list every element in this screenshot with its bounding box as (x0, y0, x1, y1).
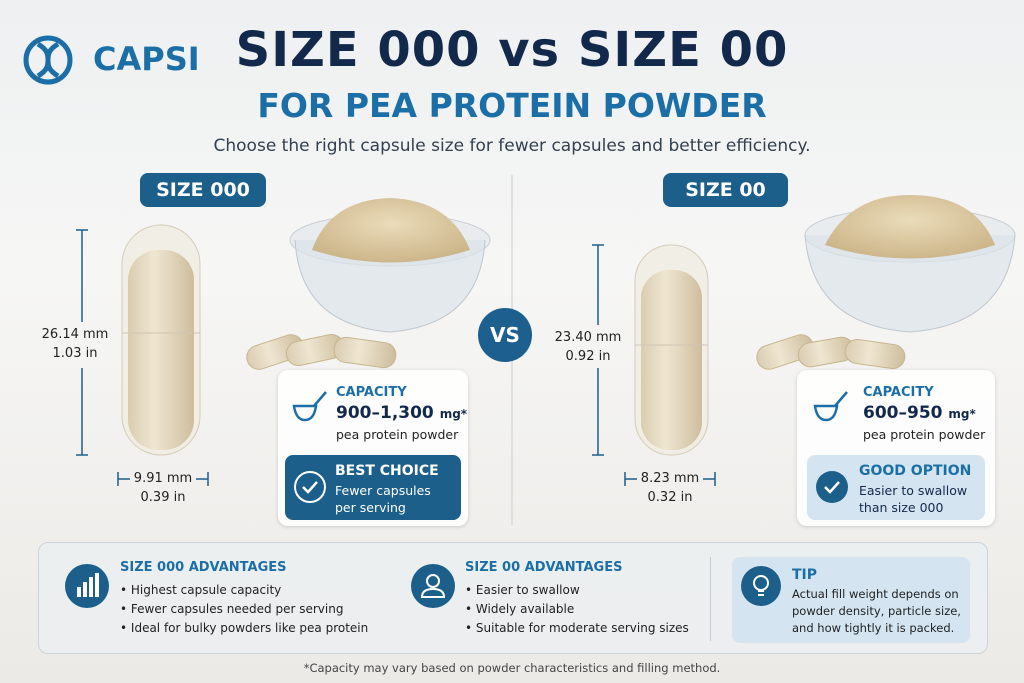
scoop-icon (813, 391, 848, 422)
person-icon (411, 564, 455, 608)
capacity-number: 900–1,300 (336, 403, 434, 423)
list-item: • Fewer capsules needed per serving (120, 602, 344, 616)
capsule-size-000 (121, 224, 201, 456)
powder-bowl (804, 195, 1016, 333)
list-item: • Easier to swallow (465, 583, 580, 597)
item-text: Suitable for moderate serving sizes (475, 621, 689, 635)
capacity-card: CAPACITY 600–950 mg* pea protein powder … (797, 370, 995, 526)
item-text: Easier to swallow (475, 583, 580, 597)
brand: CAPSI (93, 40, 200, 78)
length-in: 1.03 in (52, 346, 98, 361)
list-item: • Suitable for moderate serving sizes (465, 621, 689, 635)
bulb-icon (741, 566, 781, 606)
title: SIZE 000 vs SIZE 00 (235, 22, 789, 78)
separator (710, 557, 711, 641)
subtitle: FOR PEA PROTEIN POWDER (257, 86, 767, 125)
size-label: SIZE 00 (663, 173, 788, 207)
badge-title: BEST CHOICE (335, 463, 439, 479)
capacity-note: pea protein powder (863, 427, 986, 442)
width: 8.23 mm 0.32 in (635, 469, 705, 507)
check-icon (294, 471, 326, 503)
advantages-title: SIZE 00 ADVANTAGES (465, 560, 623, 575)
loose-capsules (756, 334, 906, 370)
capacity-title: CAPACITY (863, 385, 934, 400)
badge-text: Easier to swallow than size 000 (859, 483, 968, 515)
capacity-title: CAPACITY (336, 385, 407, 400)
badge: GOOD OPTION Easier to swallow than size … (807, 455, 985, 520)
width-in: 0.32 in (647, 490, 693, 505)
capacity-unit: mg* (439, 407, 468, 421)
capacity-note: pea protein powder (336, 427, 459, 442)
capacity-number: 600–950 (863, 403, 943, 423)
width-mm: 9.91 mm (133, 471, 193, 486)
capacity-unit: mg* (948, 407, 976, 421)
tip-title: TIP (792, 567, 818, 583)
length-mm: 26.14 mm (41, 327, 109, 342)
advantages-list: • Easier to swallow • Widely available •… (465, 581, 689, 638)
tagline: Choose the right capsule size for fewer … (213, 136, 811, 156)
powder-bowl (289, 198, 491, 333)
advantages-list: • Highest capsule capacity • Fewer capsu… (120, 581, 368, 638)
vs-label: VS (490, 323, 520, 347)
length-mm: 23.40 mm (554, 330, 622, 345)
badge: BEST CHOICE Fewer capsules per serving (285, 455, 461, 520)
capacity-card: CAPACITY 900–1,300 mg* pea protein powde… (278, 370, 468, 526)
item-text: Ideal for bulky powders like pea protein (130, 621, 369, 635)
loose-capsules (246, 333, 397, 370)
tip-box: TIP Actual fill weight depends on powder… (732, 557, 970, 643)
size-label: SIZE 000 (140, 173, 266, 207)
item-text: Widely available (475, 602, 575, 616)
chart-icon (65, 564, 109, 608)
list-item: • Widely available (465, 602, 575, 616)
capacity-value: 600–950 mg* (863, 403, 976, 423)
capsule-size-00 (634, 244, 709, 456)
footnote: *Capacity may vary based on powder chara… (303, 661, 721, 675)
dimension-lines (76, 229, 716, 486)
list-item: • Highest capsule capacity (120, 583, 282, 597)
width-mm: 8.23 mm (640, 471, 700, 486)
badge-title: GOOD OPTION (859, 463, 972, 479)
vs-circle (478, 308, 532, 362)
width-in: 0.39 in (140, 490, 186, 505)
advantages-panel: SIZE 000 ADVANTAGES • Highest capsule ca… (38, 542, 988, 654)
capacity-value: 900–1,300 mg* (336, 403, 467, 423)
advantages-title: SIZE 000 ADVANTAGES (120, 560, 287, 575)
length: 23.40 mm 0.92 in (548, 328, 628, 366)
list-item: • Ideal for bulky powders like pea prote… (120, 621, 369, 635)
logo-icon (23, 35, 73, 85)
scoop-icon (292, 391, 327, 422)
check-icon (816, 471, 848, 503)
item-text: Highest capsule capacity (130, 583, 282, 597)
width: 9.91 mm 0.39 in (128, 469, 198, 507)
badge-text: Fewer capsules per serving (335, 483, 431, 515)
length-in: 0.92 in (565, 349, 611, 364)
length: 26.14 mm 1.03 in (30, 325, 120, 363)
tip-text: Actual fill weight depends on powder den… (792, 587, 961, 635)
item-text: Fewer capsules needed per serving (130, 602, 344, 616)
